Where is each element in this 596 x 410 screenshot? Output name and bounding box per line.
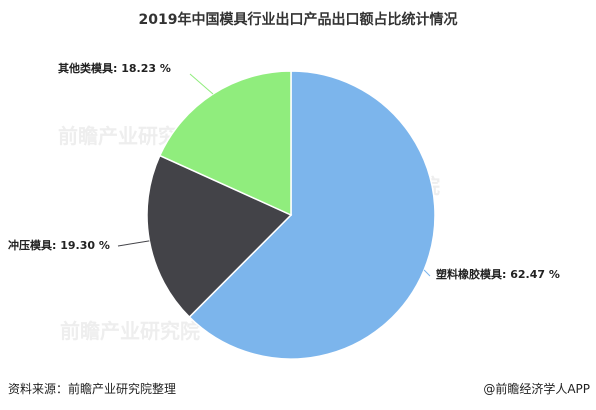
pie-slice-0 xyxy=(188,70,436,360)
pie-slice-2 xyxy=(158,70,292,217)
brand-credit: @前瞻经济学人APP xyxy=(483,382,590,396)
chart-title: 2019年中国模具行业出口产品出口额占比统计情况 xyxy=(138,12,458,28)
watermark: 前瞻产业研究院 xyxy=(60,319,200,343)
slice-label-2: 其他类模具: 18.23 % xyxy=(58,61,171,75)
slice-label-1: 冲压模具: 19.30 % xyxy=(8,238,110,252)
label-connector-0 xyxy=(423,269,431,277)
pie-slice-1 xyxy=(146,154,293,319)
slice-label-0: 塑料橡胶模具: 62.47 % xyxy=(436,267,560,281)
source-note: 资料来源：前瞻产业研究院整理 xyxy=(8,382,177,396)
label-connector-2 xyxy=(189,73,214,95)
label-connector-1 xyxy=(117,240,150,247)
